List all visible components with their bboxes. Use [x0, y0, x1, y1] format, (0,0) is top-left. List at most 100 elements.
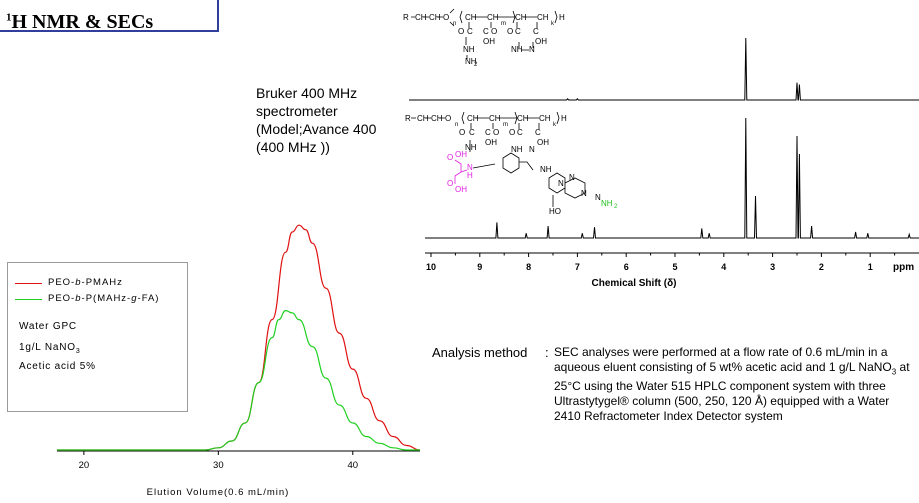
nmr-figure: R CH CH O n CH CH m CH CH k H O C C O O …: [403, 8, 919, 289]
struct-label: OH: [455, 185, 467, 194]
struct-label: N: [558, 179, 564, 188]
struct-label: CH: [417, 114, 429, 123]
slide-title: 1H NMR & SECs: [6, 11, 153, 34]
legend-entry-pmahz: PEO-b-PMAHz: [48, 277, 123, 288]
struct-label: N: [467, 163, 473, 172]
gpc-x-tick-label: 30: [213, 460, 224, 471]
struct-label: C: [469, 128, 475, 137]
struct-label: O: [445, 114, 451, 123]
struct-label: OH: [483, 37, 495, 46]
struct-label: NH: [540, 165, 552, 174]
gpc-legend: PEO-b-PMAHz PEO-b-P(MAHz-g-FA) Water GPC…: [7, 262, 188, 412]
legend-text-part: b: [75, 277, 82, 288]
top-chemical-structure: R CH CH O n CH CH m CH CH k H O C C O O …: [403, 8, 565, 68]
legend-swatch-red: [15, 283, 42, 284]
legend-swatch-green: [15, 299, 42, 300]
nmr-spectrum-bottom: [425, 117, 919, 239]
nmr-x-tick-label: 7: [575, 262, 580, 272]
nmr-x-ticks: 10 9 8 7 6 5 4 3 2 1: [426, 253, 896, 272]
struct-label: H: [467, 171, 473, 180]
struct-label: CH: [489, 114, 501, 123]
analysis-text-part: SEC analyses were performed at a flow ra…: [554, 345, 892, 374]
struct-label: OH: [485, 138, 497, 147]
legend-text-part: PEO-: [48, 277, 76, 288]
gpc-series-pmahz-fa: [56, 309, 420, 451]
nmr-x-tick-label: 3: [770, 262, 775, 272]
struct-label: C: [467, 27, 473, 36]
struct-label: CH: [517, 114, 529, 123]
struct-label: NH: [465, 143, 477, 152]
struct-label: O: [491, 27, 497, 36]
struct-label: O: [447, 179, 453, 188]
struct-label: C: [485, 128, 491, 137]
legend-entry-pmahz-fa: PEO-b-P(MAHz-g-FA): [48, 293, 159, 304]
struct-label: n: [455, 122, 458, 128]
condition-nano3: 1g/L NaNO3: [19, 342, 81, 355]
struct-label: NH: [463, 45, 475, 54]
struct-label: OH: [537, 138, 549, 147]
struct-label: CH: [537, 13, 549, 22]
struct-label: NH: [465, 57, 477, 66]
nmr-x-tick-label: 9: [477, 262, 482, 272]
struct-label: R: [405, 114, 411, 123]
struct-label: O: [447, 153, 453, 162]
struct-label: H: [561, 114, 567, 123]
gpc-x-axis-label: Elution Volume(0.6 mL/min): [147, 487, 290, 498]
struct-label: k: [553, 122, 557, 128]
struct-label: HO: [549, 207, 561, 216]
struct-label: CH: [431, 114, 443, 123]
nmr-x-tick-label: 6: [624, 262, 629, 272]
struct-label: C: [483, 27, 489, 36]
legend-text-part: -P(MAHz-: [81, 293, 132, 304]
nmr-spectrum-top: [409, 37, 919, 101]
struct-label: N: [529, 45, 535, 54]
gpc-chart: 20 30 40 Elution Volume(0.6 mL/min): [56, 224, 420, 498]
struct-label: N: [595, 193, 601, 202]
condition-acetic-acid: Acetic acid 5%: [19, 361, 96, 372]
condition-text: 1g/L NaNO: [19, 342, 76, 353]
struct-label: n: [453, 21, 456, 27]
struct-subscript: 2: [614, 204, 618, 210]
title-main: H NMR & SECs: [11, 11, 154, 33]
struct-label: O: [507, 27, 513, 36]
nmr-x-tick-label: 8: [526, 262, 531, 272]
struct-label: O: [458, 27, 464, 36]
legend-text-part: -PMAHz: [81, 277, 123, 288]
legend-text-part: b: [75, 293, 82, 304]
condition-subscript: 3: [75, 348, 81, 355]
nmr-x-tick-label: 1: [868, 262, 873, 272]
struct-label: C: [535, 128, 541, 137]
gpc-x-ticks: 20 30 40: [79, 451, 358, 471]
struct-label: CH: [429, 13, 441, 22]
struct-label: NH: [601, 199, 613, 208]
legend-text-part: -FA): [137, 293, 160, 304]
struct-label: NH: [511, 45, 523, 54]
spectrometer-note: Bruker 400 MHz spectrometer (Model;Avanc…: [256, 85, 377, 155]
analysis-method-text: SEC analyses were performed at a flow ra…: [554, 345, 910, 424]
analysis-method-label: Analysis method: [432, 345, 528, 360]
nmr-x-unit: ppm: [893, 262, 914, 273]
struct-label: m: [501, 21, 506, 27]
struct-label: OH: [455, 150, 467, 159]
struct-label: O: [493, 128, 499, 137]
analysis-subscript: 3: [891, 367, 897, 377]
bottom-chemical-structure: R CH CH O n CH CH m CH CH k H O C C O O …: [405, 111, 618, 216]
struct-label: OH: [535, 37, 547, 46]
title-box: [0, 0, 219, 32]
nmr-x-axis-label: Chemical Shift (δ): [592, 278, 677, 289]
nmr-x-tick-label: 10: [426, 262, 436, 272]
nmr-x-tick-label: 5: [672, 262, 677, 272]
struct-label: CH: [415, 13, 427, 22]
struct-label: CH: [487, 13, 499, 22]
struct-label: R: [403, 13, 409, 22]
struct-label: N: [529, 145, 535, 154]
struct-label: NH: [511, 145, 523, 154]
struct-label: N: [569, 173, 575, 182]
nmr-x-tick-label: 2: [819, 262, 824, 272]
analysis-colon: :: [545, 345, 549, 360]
struct-label: CH: [515, 13, 527, 22]
struct-label: O: [443, 13, 449, 22]
struct-label: H: [559, 13, 565, 22]
nmr-x-tick-label: 4: [721, 262, 726, 272]
legend-text-part: g: [131, 293, 138, 304]
